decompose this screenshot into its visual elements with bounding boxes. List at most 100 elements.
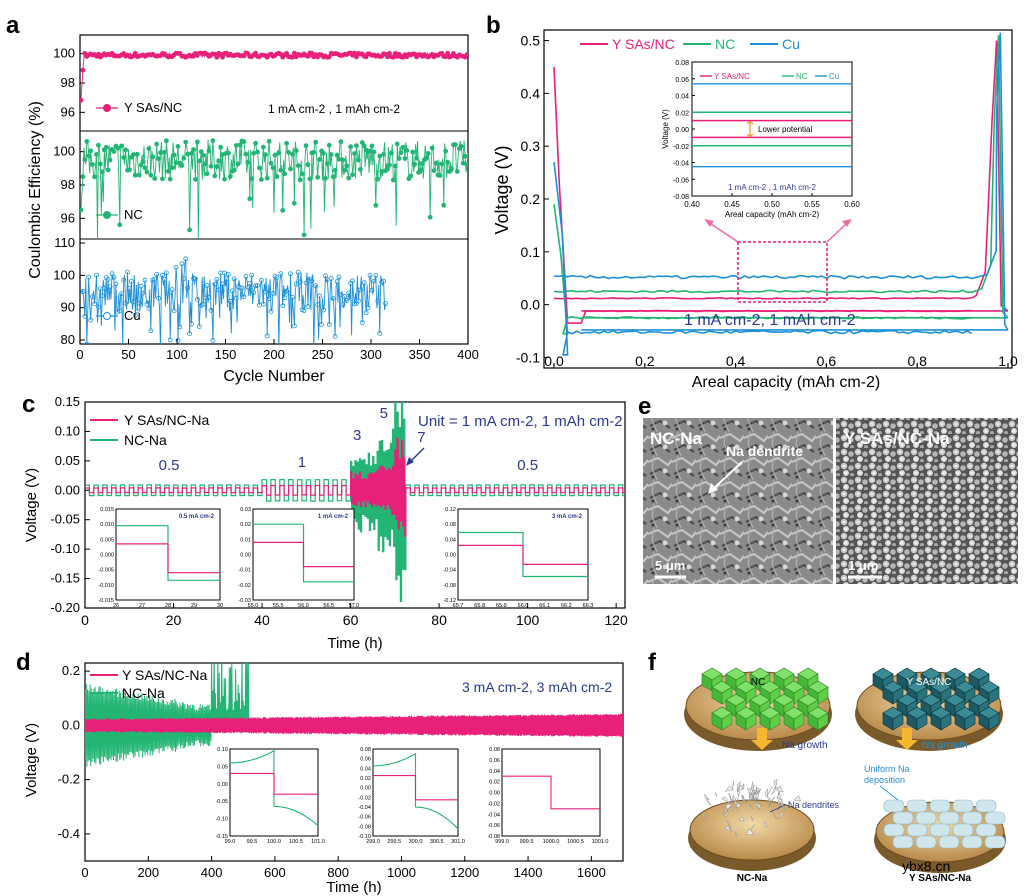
b-ytick-label: 0.4 [521, 85, 541, 101]
panel-b-xlabel: Areal capacity (mAh cm-2) [692, 374, 881, 391]
panel-c-arrow-7 [409, 447, 425, 463]
c-inset-label: 3 mA cm-2 [552, 514, 583, 520]
c-ytick-label: 0.05 [55, 453, 80, 468]
f-uniform-block [892, 835, 914, 849]
f-dendrite-flake [747, 793, 753, 803]
c-xtick-label: 60 [343, 612, 359, 628]
f-dendrite-flake [722, 811, 727, 818]
f-dendrite-flake [728, 793, 732, 801]
b-series-2-stripping [553, 32, 1009, 331]
panel-a-ylabel: Coulombic Efficiency (%) [27, 101, 44, 279]
c-inset-1: 55.0 55.5 56.0 56.5 57.0 0.03 0.02 0.01 0.00 -0.0… [238, 507, 359, 609]
f-dendrite-flake [793, 794, 802, 802]
d-inset-ytick-label: 0.06 [360, 757, 371, 763]
c-inset-xtick-label: 66.2 [561, 603, 572, 609]
d-ytick-label: 0.0 [62, 717, 80, 732]
d-inset-ytick-label: -0.10 [358, 834, 371, 840]
f-uniform-block [938, 835, 960, 849]
f-uniform-block [906, 823, 928, 837]
c-inset-ytick-label: 0.01 [240, 537, 251, 543]
f-dendrite-flake [735, 804, 739, 811]
c-inset-xtick-label: 65.8 [474, 603, 485, 609]
f-dendrite-flake [720, 796, 731, 804]
d-inset-xtick-label: 300.0 [409, 839, 423, 845]
a-series-nc [80, 138, 468, 239]
c-inset-xtick-label: 29 [191, 603, 197, 609]
f-dendrite-flake [736, 781, 742, 791]
d-xtick-label: 1200 [450, 865, 479, 880]
f-dendrite-flake [776, 791, 781, 800]
sem-dendrite-arrow [711, 461, 743, 491]
a-xtick-label: 250 [312, 347, 334, 362]
f-uniform-block [915, 835, 937, 849]
f-dendrite-flake [763, 821, 768, 829]
f-dendrite-flake [732, 794, 735, 804]
sem-image-ysas-nc-na [836, 418, 1018, 584]
c-inset-ytick-label: 0.03 [240, 507, 251, 513]
d-inset-ytick-label: 0.02 [489, 780, 500, 786]
c-legend-label: NC-Na [124, 432, 167, 448]
panel-a-legends: Y SAs/NC NC Cu [96, 100, 182, 323]
panel-d-ticks: 0 200 400 600 800 1000 1200 1400 1600 0.2 0.0 -0.2 -… [58, 663, 606, 880]
d-inset-xtick-label: 99.5 [247, 839, 258, 845]
c-inset-ytick-label: 0.12 [445, 507, 456, 513]
b-inset-xtick-label: 0.50 [764, 200, 780, 209]
c-inset-0: 26 27 28 29 30 0.015 0.010 0.005 0.000 -0.005 -0.0… [98, 507, 223, 609]
b-inset-ytick-label: 0.08 [675, 60, 689, 67]
d-inset-xtick-label: 999.5 [520, 839, 534, 845]
f-dendrite-flake [749, 803, 753, 811]
sem-scale-right: 1 μm [848, 558, 878, 573]
d-xtick-label: 1400 [514, 865, 543, 880]
f-dendrite-flake [742, 783, 745, 790]
b-inset-ytick-label: -0.08 [673, 194, 689, 201]
d-inset-xtick-label: 300.5 [430, 839, 444, 845]
c-inset-ytick-label: 0.00 [445, 553, 456, 559]
d-inset-ytick-label: -0.08 [358, 824, 371, 830]
a-ytick-label: 90 [61, 300, 75, 315]
panel-a-data [80, 50, 468, 344]
panel-d-data [85, 663, 623, 767]
a-ytick-label: 98 [61, 177, 75, 192]
a-xtick-label: 300 [360, 347, 382, 362]
panel-c-insets: 26 27 28 29 30 0.015 0.010 0.005 0.000 -0.005 -0.0… [98, 507, 593, 609]
d-ytick-label: -0.4 [58, 826, 80, 841]
c-ytick-label: -0.05 [50, 512, 80, 527]
panel-c-unit-note: Unit = 1 mA cm-2, 1 mAh cm-2 [418, 413, 623, 430]
f-cube-right [793, 712, 805, 731]
f-dendrite-flake [773, 778, 778, 789]
d-inset-ytick-label: 0.08 [360, 747, 371, 753]
c-ytick-label: 0.10 [55, 423, 80, 438]
f-dendrite-flake [736, 797, 741, 805]
f-dendrite-flake [750, 815, 754, 821]
d-inset-0: 99.0 99.5 100.0 100.5 101.0 0.10 0.05 0.00 -0.05… [215, 747, 324, 845]
f-uniform-block [929, 823, 951, 837]
f-uniform-note-1: Uniform Na [864, 764, 910, 774]
c-inset-xtick-label: 56.5 [323, 603, 334, 609]
d-ytick-label: -0.2 [58, 772, 80, 787]
f-dendrite-flake [727, 820, 732, 831]
panel-d-legend: Y SAs/NC-Na NC-Na [90, 667, 208, 701]
b-zoom-arrowhead-right [842, 219, 852, 227]
d-inset-xtick-label: 301.0 [451, 839, 465, 845]
panel-d-xlabel: Time (h) [326, 879, 381, 896]
d-inset-ytick-label: 0.10 [217, 747, 228, 753]
f-growth-arrow [751, 728, 773, 750]
b-inset-xlabel: Areal capacity (mAh cm-2) [725, 210, 820, 219]
f-cube-right [769, 712, 781, 731]
d-inset-ytick-label: -0.02 [487, 801, 500, 807]
f-dendrite-flake [737, 784, 745, 793]
c-inset-ytick-label: -0.04 [443, 568, 456, 574]
f-uniform-block [975, 799, 997, 813]
f-cube-right [892, 686, 904, 705]
f-dendrite-flake [738, 816, 745, 822]
c-inset-xtick-label: 65.9 [496, 603, 507, 609]
c-xtick-label: 80 [431, 612, 447, 628]
b-ytick-label: 0.2 [521, 191, 541, 207]
c-inset-ytick-label: -0.02 [238, 583, 251, 589]
b-ytick-label: 0.0 [521, 297, 541, 313]
b-inset-note: Lower potential [758, 125, 812, 134]
c-rate-label: 0.5 [517, 457, 538, 474]
d-inset-ytick-label: 0.00 [360, 786, 371, 792]
d-inset-ytick-label: 0.08 [489, 747, 500, 753]
